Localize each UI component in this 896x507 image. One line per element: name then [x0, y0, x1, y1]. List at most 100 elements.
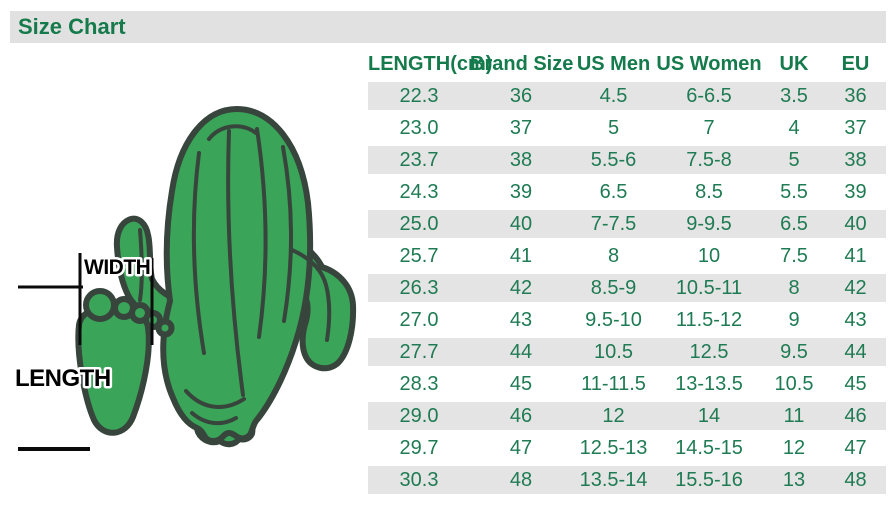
table-cell: 29.7 [368, 432, 470, 464]
size-table: LENGTH(cm) Brand Size US Men US Women UK EU 2… [368, 48, 886, 496]
measurement-annotations: WIDTH LENGTH [13, 253, 154, 451]
table-cell: 23.7 [368, 144, 470, 176]
table-cell: 27.7 [368, 336, 470, 368]
table-cell: 39 [825, 176, 886, 208]
table-row: 29.0 46 12 14 11 46 [368, 400, 886, 432]
page-title: Size Chart [18, 14, 126, 39]
table-row: 23.0 37 5 7 4 37 [368, 112, 886, 144]
table-cell: 45 [825, 368, 886, 400]
table-cell: 29.0 [368, 400, 470, 432]
table-row: 27.7 44 10.5 12.5 9.5 44 [368, 336, 886, 368]
foot-measurement-diagram: WIDTH LENGTH [13, 106, 357, 451]
cactus-ridge-lines [138, 124, 332, 426]
table-cell: 25.7 [368, 240, 470, 272]
table-row: 29.7 47 12.5-13 14.5-15 12 47 [368, 432, 886, 464]
table-cell: 46 [470, 400, 572, 432]
table-row: 28.3 45 11-11.5 13-13.5 10.5 45 [368, 368, 886, 400]
table-cell: 37 [470, 112, 572, 144]
table-cell: 11 [763, 400, 825, 432]
table-body: 22.3 36 4.5 6-6.5 3.5 36 23.0 37 5 7 4 37 23.7 38 5.5-… [368, 80, 886, 496]
table-cell: 3.5 [763, 80, 825, 112]
table-cell: 23.0 [368, 112, 470, 144]
table-cell: 9-9.5 [655, 208, 763, 240]
table-cell: 26.3 [368, 272, 470, 304]
table-cell: 5.5-6 [572, 144, 655, 176]
width-label: WIDTH [84, 256, 150, 279]
table-cell: 4.5 [572, 80, 655, 112]
table-cell: 5 [572, 112, 655, 144]
table-cell: 6.5 [763, 208, 825, 240]
table-cell: 13-13.5 [655, 368, 763, 400]
column-header: LENGTH(cm) [368, 52, 493, 75]
table-cell: 48 [825, 464, 886, 496]
table-cell: 6-6.5 [655, 80, 763, 112]
table-cell: 44 [825, 336, 886, 368]
table-cell: 36 [470, 80, 572, 112]
table-cell: 48 [470, 464, 572, 496]
table-cell: 14.5-15 [655, 432, 763, 464]
table-cell: 7.5-8 [655, 144, 763, 176]
column-header: EU [841, 52, 870, 75]
table-cell: 7 [655, 112, 763, 144]
table-row: 25.7 41 8 10 7.5 41 [368, 240, 886, 272]
table-cell: 8 [763, 272, 825, 304]
table-cell: 6.5 [572, 176, 655, 208]
table-cell: 39 [470, 176, 572, 208]
table-cell: 41 [470, 240, 572, 272]
table-cell: 38 [470, 144, 572, 176]
table-cell: 12 [572, 400, 655, 432]
table-cell: 47 [825, 432, 886, 464]
column-header: US Men [576, 52, 651, 75]
table-row: 26.3 42 8.5-9 10.5-11 8 42 [368, 272, 886, 304]
table-cell: 5 [763, 144, 825, 176]
table-row: 24.3 39 6.5 8.5 5.5 39 [368, 176, 886, 208]
cactus-illustration [75, 106, 357, 448]
table-cell: 15.5-16 [655, 464, 763, 496]
table-cell: 8.5 [655, 176, 763, 208]
table-cell: 24.3 [368, 176, 470, 208]
foot-toe [155, 318, 175, 338]
table-cell: 8.5-9 [572, 272, 655, 304]
length-label: LENGTH [15, 365, 111, 392]
table-cell: 10.5-11 [655, 272, 763, 304]
table-cell: 9 [763, 304, 825, 336]
table-cell: 42 [470, 272, 572, 304]
size-table-container: LENGTH(cm) Brand Size US Men US Women UK EU 2… [368, 48, 886, 496]
table-cell: 7.5 [763, 240, 825, 272]
table-row: 25.0 40 7-7.5 9-9.5 6.5 40 [368, 208, 886, 240]
column-header: US Women [656, 52, 762, 75]
table-cell: 45 [470, 368, 572, 400]
table-cell: 30.3 [368, 464, 470, 496]
table-row: 23.7 38 5.5-6 7.5-8 5 38 [368, 144, 886, 176]
table-cell: 28.3 [368, 368, 470, 400]
table-cell: 9.5 [763, 336, 825, 368]
table-cell: 13.5-14 [572, 464, 655, 496]
table-row: 22.3 36 4.5 6-6.5 3.5 36 [368, 80, 886, 112]
table-cell: 44 [470, 336, 572, 368]
cactus-body [160, 106, 314, 444]
table-cell: 12.5 [655, 336, 763, 368]
table-cell: 27.0 [368, 304, 470, 336]
table-cell: 4 [763, 112, 825, 144]
table-cell: 43 [470, 304, 572, 336]
table-cell: 13 [763, 464, 825, 496]
table-cell: 11-11.5 [572, 368, 655, 400]
table-cell: 12 [763, 432, 825, 464]
table-cell: 36 [825, 80, 886, 112]
table-cell: 9.5-10 [572, 304, 655, 336]
table-cell: 8 [572, 240, 655, 272]
foot-big-toe [83, 288, 117, 322]
table-row: 27.0 43 9.5-10 11.5-12 9 43 [368, 304, 886, 336]
table-cell: 40 [825, 208, 886, 240]
table-cell: 43 [825, 304, 886, 336]
title-bar: Size Chart [10, 11, 886, 43]
table-cell: 14 [655, 400, 763, 432]
table-cell: 10 [655, 240, 763, 272]
table-cell: 42 [825, 272, 886, 304]
table-header-row: LENGTH(cm) Brand Size US Men US Women UK EU [368, 48, 886, 80]
table-row: 30.3 48 13.5-14 15.5-16 13 48 [368, 464, 886, 496]
table-cell: 10.5 [572, 336, 655, 368]
table-cell: 46 [825, 400, 886, 432]
table-cell: 22.3 [368, 80, 470, 112]
table-cell: 38 [825, 144, 886, 176]
